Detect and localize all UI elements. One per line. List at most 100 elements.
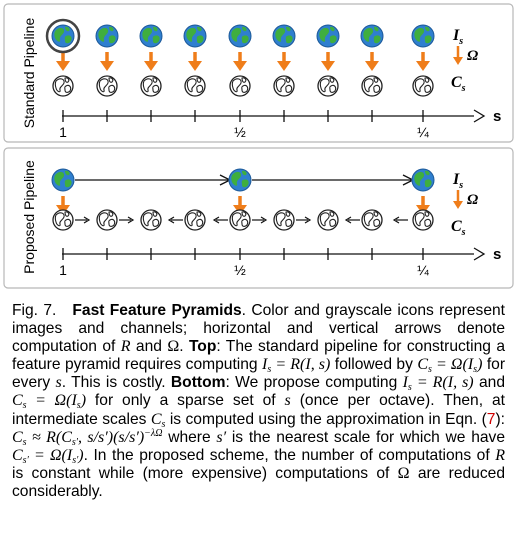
svg-text:Cs: Cs — [451, 74, 466, 94]
proposed-axis-s-label: s — [493, 246, 501, 263]
caption-text: is the nearest scale for which we have — [226, 428, 506, 446]
caption-text: where — [162, 428, 217, 446]
color-globe-icon — [316, 24, 340, 48]
caption-text: is computed using the approximation in E… — [165, 410, 487, 428]
math-eq: Cs = Ω(Is) — [12, 392, 87, 412]
standard-tick-label-quarter: ¼ — [417, 124, 429, 140]
math-s: s — [55, 374, 62, 392]
proposed-pipeline-label: Proposed Pipeline — [21, 160, 37, 274]
math-eq: Cs ≈ R(Cs′, s/s′)(s/s′)−λΩ — [12, 427, 163, 448]
standard-axis-s-label: s — [493, 108, 501, 125]
math-eq: Cs′ = Ω(Is′) — [12, 446, 84, 466]
grayscale-globe-icon — [317, 75, 339, 97]
grayscale-globe-icon — [229, 75, 251, 97]
caption-text: : The standard pipeline for constructing… — [12, 338, 505, 374]
caption-text: and — [130, 338, 168, 356]
standard-panel — [3, 3, 514, 143]
caption-fig-label: Fig. 7. — [12, 302, 57, 319]
math-s: s — [284, 392, 291, 410]
math-omega: Ω — [397, 464, 410, 482]
color-globe-icon — [139, 24, 163, 48]
approximation-arrowhead — [167, 216, 175, 224]
color-globe-icon — [228, 168, 252, 192]
math-omega: Ω — [167, 338, 180, 356]
caption-text: . Color and grayscale icons represent im… — [12, 302, 506, 356]
color-globe-icon — [51, 168, 75, 192]
caption-top-label: Top — [188, 338, 217, 356]
color-globe-icon — [183, 24, 207, 48]
approximation-arrowhead — [83, 216, 91, 224]
legend-channel-sub: s — [461, 83, 466, 94]
caption-text: . This is costly. — [61, 374, 171, 392]
grayscale-globe-icon — [361, 209, 383, 231]
approximation-arrowhead — [392, 216, 400, 224]
proposed-scale-axis — [62, 247, 486, 261]
standard-tick-label-half: ½ — [234, 124, 246, 140]
math-eq: Cs — [150, 410, 166, 430]
figure-caption: Fig. 7. Fast Feature Pyramids. Color and… — [12, 302, 505, 501]
math-eq: Cs = Ω(Is) — [417, 356, 483, 376]
svg-text:Is: Is — [452, 171, 463, 191]
grayscale-globe-icon — [52, 209, 74, 231]
grayscale-globe-icon — [317, 209, 339, 231]
caption-text: (once per octave). Then, at intermediate… — [12, 392, 505, 428]
math-eq: Is = R(I, s) — [262, 356, 331, 376]
legend-omega: Ω — [467, 48, 478, 64]
equation-reference-link[interactable]: 7 — [486, 410, 496, 428]
grayscale-globe-icon — [52, 75, 74, 97]
standard-scale-axis — [62, 109, 486, 123]
grayscale-globe-icon — [184, 209, 206, 231]
caption-text: . — [179, 338, 189, 356]
color-globe-icon — [411, 168, 435, 192]
proposed-approximation-arrows — [75, 216, 408, 224]
color-globe-icon — [228, 24, 252, 48]
grayscale-globe-icon — [412, 209, 434, 231]
standard-tick-label-1: 1 — [59, 124, 67, 140]
standard-pipeline-label: Standard Pipeline — [21, 18, 37, 129]
caption-text: : We propose computing — [225, 374, 403, 392]
proposed-tick-label-1: 1 — [59, 262, 67, 278]
grayscale-globe-icon — [140, 75, 162, 97]
caption-bottom-label: Bottom — [170, 374, 226, 392]
legend-image-sub: s — [458, 36, 463, 47]
standard-image-row — [51, 24, 435, 48]
color-globe-icon — [95, 24, 119, 48]
color-globe-icon — [360, 24, 384, 48]
standard-legend: Is Ω Cs — [451, 27, 478, 94]
approximation-arrowhead — [260, 216, 268, 224]
approximation-arrowhead — [304, 216, 312, 224]
proposed-tick-label-quarter: ¼ — [417, 262, 429, 278]
math-s-prime: s′ — [216, 428, 227, 446]
grayscale-globe-icon — [96, 75, 118, 97]
caption-title: Fast Feature Pyramids — [72, 302, 242, 319]
grayscale-globe-icon — [96, 209, 118, 231]
approximation-arrowhead — [127, 216, 135, 224]
caption-text: for every — [12, 356, 506, 392]
math-R: R — [495, 446, 505, 464]
svg-text:Is: Is — [452, 27, 463, 47]
standard-channel-row — [52, 75, 434, 97]
grayscale-globe-icon — [184, 75, 206, 97]
proposed-tick-label-half: ½ — [234, 262, 246, 278]
color-globe-icon — [272, 24, 296, 48]
caption-text: followed by — [330, 356, 418, 374]
legend-channel-symbol: C — [451, 218, 462, 235]
caption-text: ): — [495, 410, 505, 428]
caption-text: for only a sparse set of — [86, 392, 285, 410]
caption-text: and — [473, 374, 506, 392]
legend-image-sub: s — [458, 180, 463, 191]
grayscale-globe-icon — [140, 209, 162, 231]
math-eq: Is = R(I, s) — [402, 374, 474, 394]
legend-channel-sub: s — [461, 227, 466, 238]
grayscale-globe-icon — [361, 75, 383, 97]
approximation-arrowhead — [344, 216, 352, 224]
proposed-panel — [3, 147, 514, 289]
proposed-legend: Is Ω Cs — [451, 171, 478, 238]
pyramid-figure: Standard Pipeline Proposed Pipeline s 1 … — [3, 3, 514, 289]
legend-image-symbol: I — [452, 27, 460, 44]
proposed-channel-row — [52, 209, 434, 231]
approximation-arrowhead — [212, 216, 220, 224]
grayscale-globe-icon — [412, 75, 434, 97]
caption-text: are reduced considerably. — [12, 464, 505, 500]
legend-image-symbol: I — [452, 171, 460, 188]
